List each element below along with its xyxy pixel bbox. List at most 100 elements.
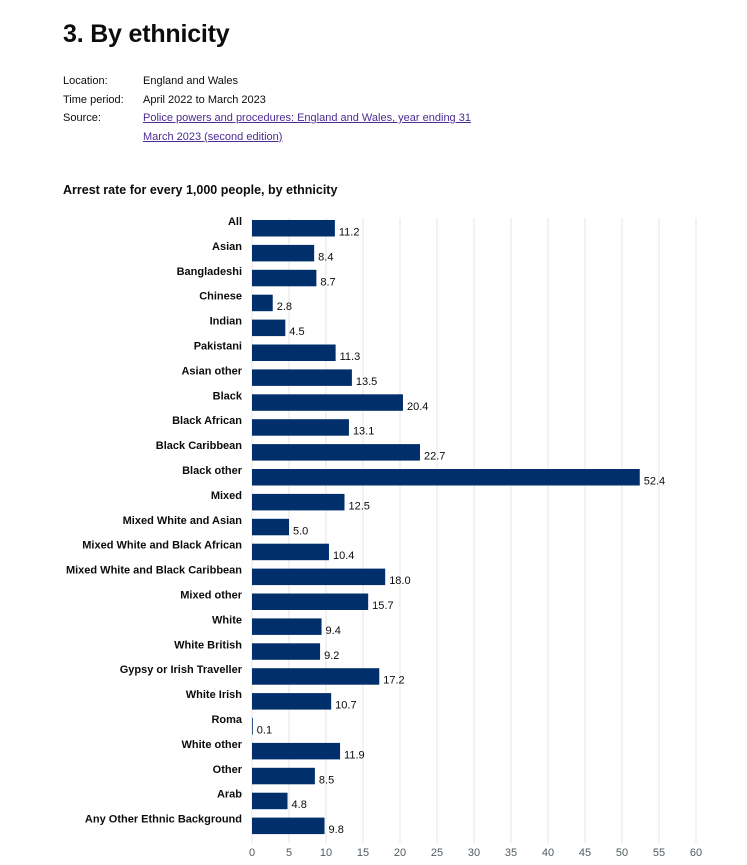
data-label: 9.2 <box>324 650 339 662</box>
meta-location-value: England and Wales <box>143 75 238 87</box>
category-label: Any Other Ethnic Background <box>85 814 242 826</box>
data-label: 52.4 <box>644 476 665 488</box>
data-label: 10.7 <box>335 700 356 712</box>
data-label: 11.2 <box>339 227 360 239</box>
category-label: All <box>228 216 242 228</box>
bar <box>252 518 289 536</box>
bar <box>252 668 380 685</box>
category-label: White other <box>182 739 243 751</box>
meta-period-label: Time period: <box>63 93 124 106</box>
category-label: Mixed other <box>180 590 242 602</box>
x-tick-label: 5 <box>286 847 292 859</box>
category-label: Mixed <box>211 490 242 502</box>
data-label: 0.1 <box>257 725 272 737</box>
data-label: 9.4 <box>326 625 341 637</box>
category-label: Asian other <box>181 365 242 377</box>
data-label: 13.1 <box>353 426 374 438</box>
data-label: 5.0 <box>293 525 308 537</box>
chart-title: Arrest rate for every 1,000 people, by e… <box>63 183 338 197</box>
meta-location: Location: England and Wales <box>63 72 483 91</box>
data-label: 10.4 <box>333 550 354 562</box>
data-label: 17.2 <box>383 675 404 687</box>
category-label: Pakistani <box>194 341 242 353</box>
category-label: Black African <box>172 415 242 427</box>
category-label: Roma <box>211 714 242 726</box>
bar <box>252 319 286 337</box>
bar <box>252 693 332 710</box>
data-label: 4.5 <box>289 326 304 338</box>
bar <box>252 244 315 262</box>
x-tick-label: 55 <box>653 847 665 859</box>
x-tick-label: 60 <box>690 847 702 859</box>
category-label: White British <box>174 639 242 651</box>
data-label: 9.8 <box>329 824 344 836</box>
x-tick-label: 15 <box>357 847 369 859</box>
data-label: 2.8 <box>277 301 292 313</box>
bar <box>252 294 273 312</box>
data-label: 13.5 <box>356 376 377 388</box>
category-label: Chinese <box>199 291 242 303</box>
data-label: 12.5 <box>349 500 370 512</box>
data-label: 11.9 <box>344 749 365 761</box>
bar <box>252 444 420 461</box>
category-label: Mixed White and Black African <box>82 540 242 552</box>
bar-chart: 0 5 10 15 20 25 30 35 40 45 50 55 60 All 11.2 Asian 8.4 B… <box>66 216 702 859</box>
bar <box>252 742 341 760</box>
category-label: White <box>212 614 242 626</box>
data-label: 15.7 <box>372 600 393 612</box>
bar <box>252 543 329 561</box>
bar <box>252 593 369 610</box>
meta-source-value: Police powers and procedures: England an… <box>143 109 483 146</box>
page-title: 3. By ethnicity <box>63 20 230 48</box>
category-label: Arab <box>217 789 242 801</box>
category-label: Indian <box>210 316 243 328</box>
x-tick-label: 10 <box>320 847 332 859</box>
bar <box>252 618 322 635</box>
source-link[interactable]: Police powers and procedures: England an… <box>143 112 471 143</box>
category-label: Mixed White and Asian <box>123 515 243 527</box>
category-label: White Irish <box>186 689 243 701</box>
bar <box>252 643 321 660</box>
data-label: 11.3 <box>340 351 361 363</box>
x-tick-label: 20 <box>394 847 406 859</box>
meta-source: Source: Police powers and procedures: En… <box>63 109 483 146</box>
category-label: Mixed White and Black Caribbean <box>66 565 242 577</box>
x-tick-label: 50 <box>616 847 628 859</box>
category-label: Black other <box>182 465 243 477</box>
x-tick-label: 25 <box>431 847 443 859</box>
data-label: 18.0 <box>389 575 410 587</box>
bar <box>252 718 253 735</box>
bar <box>252 394 403 411</box>
bar <box>252 220 335 237</box>
bar <box>252 344 336 361</box>
category-label: Asian <box>212 241 242 253</box>
data-label: 8.7 <box>320 276 335 288</box>
data-label: 8.4 <box>318 251 333 263</box>
category-label: Bangladeshi <box>177 266 242 278</box>
data-label: 4.8 <box>292 799 307 811</box>
bar <box>252 369 352 386</box>
bar <box>252 568 386 586</box>
meta-source-label: Source: <box>63 112 101 124</box>
bar <box>252 269 317 287</box>
category-label: Black Caribbean <box>156 440 242 452</box>
category-label: Other <box>213 764 243 776</box>
bar <box>252 469 640 486</box>
x-tick-label: 0 <box>249 847 255 859</box>
bar <box>252 493 345 511</box>
x-tick-label: 35 <box>505 847 517 859</box>
x-tick-label: 45 <box>579 847 591 859</box>
meta-period-value: April 2022 to March 2023 <box>143 93 266 106</box>
bar <box>252 767 315 785</box>
meta-location-label: Location: <box>63 75 108 87</box>
x-tick-label: 40 <box>542 847 554 859</box>
data-label: 20.4 <box>407 401 428 413</box>
bar <box>252 792 288 810</box>
bar <box>252 817 325 835</box>
data-label: 8.5 <box>319 774 334 786</box>
x-tick-label: 30 <box>468 847 480 859</box>
meta-period: Time period: April 2022 to March 2023 <box>63 91 483 110</box>
category-label: Gypsy or Irish Traveller <box>120 664 243 676</box>
bar <box>252 419 349 436</box>
data-label: 22.7 <box>424 451 445 463</box>
